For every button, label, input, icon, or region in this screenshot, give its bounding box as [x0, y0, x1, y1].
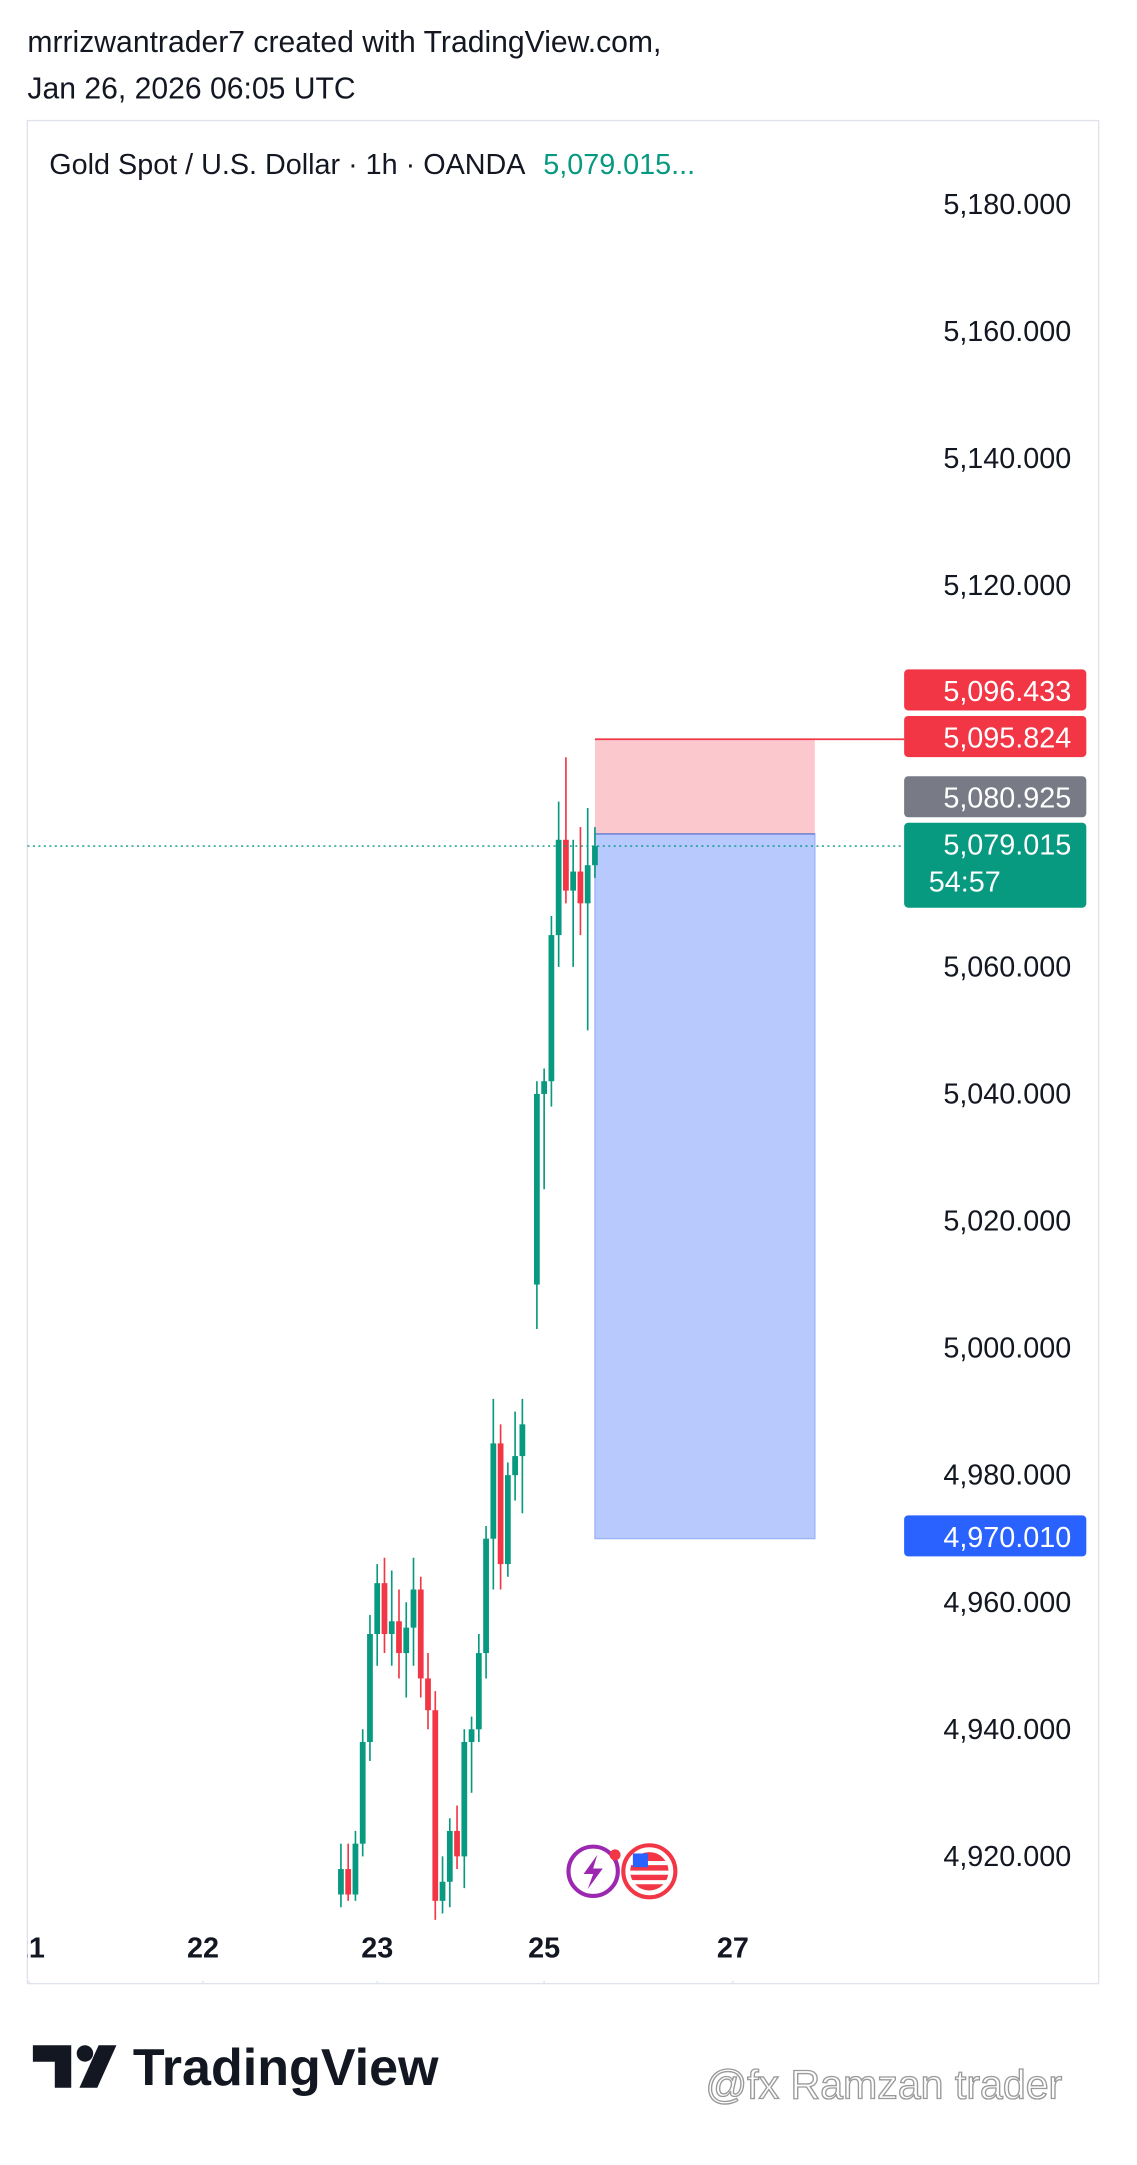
candle-body: [541, 1081, 548, 1094]
candle-body: [512, 1456, 518, 1476]
logo-mark: [76, 2045, 94, 2062]
candle-body: [497, 1443, 504, 1565]
candle-body: [592, 846, 598, 866]
logo-mark: [79, 2045, 117, 2088]
candle-body: [388, 1621, 395, 1634]
candle-body: [555, 839, 562, 936]
candle-body: [439, 1881, 446, 1901]
watermark: @fx Ramzan trader: [705, 2062, 1062, 2108]
y-tick-label: 4,920.000: [943, 1841, 1071, 1873]
candle-body: [352, 1843, 359, 1895]
candle-body: [432, 1710, 439, 1901]
candle-body: [454, 1830, 460, 1857]
stop-zone: [594, 739, 815, 834]
price-label: 5,079.015: [943, 829, 1071, 861]
legend-price: 5,079.015...: [543, 149, 695, 181]
x-tick-label: 25: [528, 1933, 560, 1965]
event-icons: [566, 1843, 678, 1900]
candle-body: [396, 1621, 402, 1654]
candle-body: [570, 871, 577, 891]
price-label-box: [904, 715, 1087, 758]
x-tick-label: 23: [361, 1933, 393, 1965]
candle-body: [490, 1443, 497, 1539]
event-dot: [609, 1849, 621, 1861]
price-axis: 4,920.000 4,940.000 4,960.000 4,980.000 5,00…: [904, 189, 1087, 1873]
candle-body: [504, 1475, 511, 1565]
author-line: mrrizwantrader7 created with TradingView…: [27, 26, 661, 59]
countdown: 54:57: [929, 866, 1001, 898]
candle-body: [483, 1538, 489, 1654]
candle-body: [381, 1583, 388, 1634]
y-tick-label: 5,060.000: [943, 951, 1071, 983]
candle-body: [359, 1741, 366, 1844]
chart-frame: [26, 119, 1100, 1985]
candle-body: [468, 1729, 475, 1742]
candle-body: [548, 935, 555, 1082]
footer-logo: TradingView: [32, 2039, 439, 2097]
candle-body: [584, 865, 591, 904]
brand: TradingView: [133, 2039, 439, 2097]
plot-area: 21 22 23 25 27: [13, 738, 905, 1984]
timestamp: Jan 26, 2026 06:05 UTC: [27, 73, 355, 106]
price-label-box: [904, 1515, 1087, 1557]
candle-body: [475, 1653, 482, 1730]
price-label: 5,095.824: [943, 722, 1071, 754]
price-label-box: [904, 776, 1087, 818]
price-label: 5,096.433: [943, 676, 1071, 708]
y-tick-label: 5,180.000: [943, 189, 1071, 221]
candle-body: [345, 1869, 352, 1895]
x-tick-label: 21: [13, 1933, 45, 1965]
candle-body: [410, 1589, 417, 1628]
candle-body: [374, 1583, 381, 1634]
y-tick-label: 4,940.000: [943, 1714, 1071, 1746]
y-tick-label: 4,980.000: [943, 1460, 1071, 1492]
event-icon-bolt: [583, 1854, 603, 1890]
logo-mark: [32, 2045, 72, 2088]
price-label-box: [904, 669, 1087, 711]
candle-body: [367, 1633, 373, 1742]
candle-body: [563, 839, 569, 891]
candle-body: [425, 1678, 431, 1711]
price-label: 4,970.010: [943, 1522, 1071, 1554]
candle-body: [577, 871, 584, 904]
y-tick-label: 5,040.000: [943, 1079, 1071, 1111]
price-label: 5,080.925: [943, 783, 1071, 815]
y-tick-label: 5,000.000: [943, 1333, 1071, 1365]
y-tick-label: 5,120.000: [943, 570, 1071, 602]
y-tick-label: 5,020.000: [943, 1206, 1071, 1238]
candle-body: [461, 1741, 468, 1857]
candle-body: [417, 1589, 424, 1679]
price-label-box: [904, 822, 1087, 908]
candle-body: [338, 1869, 344, 1895]
legend-title: Gold Spot / U.S. Dollar · 1h · OANDA: [49, 149, 526, 181]
x-tick-label: 22: [187, 1933, 219, 1965]
y-tick-label: 5,140.000: [943, 443, 1071, 475]
candle-body: [446, 1830, 453, 1882]
candle-body: [534, 1093, 540, 1285]
flag-canton: [632, 1853, 648, 1868]
target-zone: [594, 833, 816, 1540]
y-tick-label: 4,960.000: [943, 1587, 1071, 1619]
candle-body: [519, 1424, 526, 1457]
x-tick-label: 27: [717, 1933, 749, 1965]
y-tick-label: 5,160.000: [943, 316, 1071, 348]
candle-body: [403, 1627, 410, 1654]
